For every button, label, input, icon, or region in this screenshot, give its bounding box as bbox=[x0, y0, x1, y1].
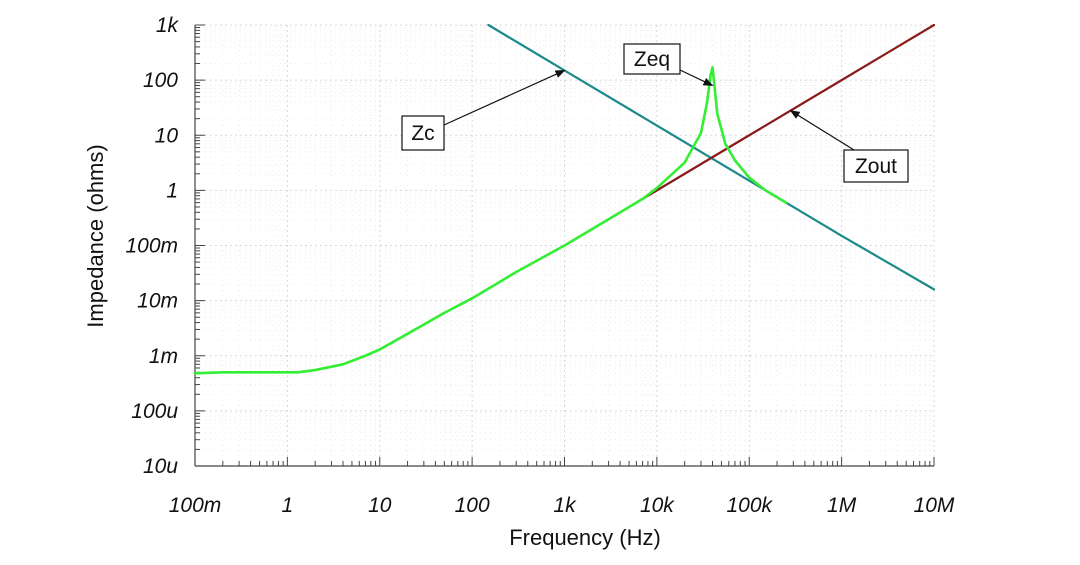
annotation-box-zout bbox=[843, 149, 909, 183]
annotation-label-zc: Zc bbox=[411, 122, 434, 145]
annotation-label-zout: Zout bbox=[855, 155, 897, 178]
x-tick-label: 10 bbox=[368, 494, 392, 517]
y-tick-label: 100u bbox=[131, 400, 178, 423]
x-tick-label: 1M bbox=[827, 494, 857, 517]
x-tick-label: 1k bbox=[553, 494, 577, 517]
y-tick-label: 1m bbox=[149, 345, 178, 368]
annotation-arrow-zeq bbox=[679, 69, 714, 87]
y-tick-label: 10m bbox=[137, 290, 178, 313]
y-tick-label: 10u bbox=[143, 455, 178, 478]
y-tick-label: 100 bbox=[143, 69, 178, 92]
y-tick-label: 100m bbox=[125, 235, 178, 258]
y-tick-label: 1k bbox=[156, 14, 180, 37]
annotations: Zc Zeq Zout bbox=[401, 43, 909, 183]
x-tick-label: 10k bbox=[640, 494, 675, 517]
y-tick-label: 1 bbox=[166, 179, 178, 202]
x-tick-label: 1 bbox=[282, 494, 294, 517]
annotation-arrow-zc bbox=[443, 69, 566, 126]
series-line-zeq bbox=[193, 66, 788, 375]
annotation-arrow-zout bbox=[789, 110, 855, 151]
x-tick-label: 10M bbox=[914, 494, 955, 517]
annotation-box-zeq bbox=[623, 43, 681, 75]
series-layer bbox=[193, 23, 936, 375]
x-axis-title: Frequency (Hz) bbox=[509, 525, 661, 550]
annotation-label-zeq: Zeq bbox=[634, 48, 670, 71]
annotation-box-zc bbox=[401, 115, 445, 151]
x-tick-label: 100m bbox=[169, 494, 222, 517]
tick-labels: 100m 1 10 100 1k 10k 100k 1M 10M 10u 100u 1m 10m 100m… bbox=[125, 14, 954, 517]
y-tick-label: 10 bbox=[155, 124, 179, 147]
ticks bbox=[194, 24, 935, 467]
y-axis-title: Impedance (ohms) bbox=[83, 144, 108, 327]
x-tick-label: 100 bbox=[455, 494, 490, 517]
x-tick-label: 100k bbox=[726, 494, 773, 517]
series-line-zc bbox=[487, 23, 936, 291]
